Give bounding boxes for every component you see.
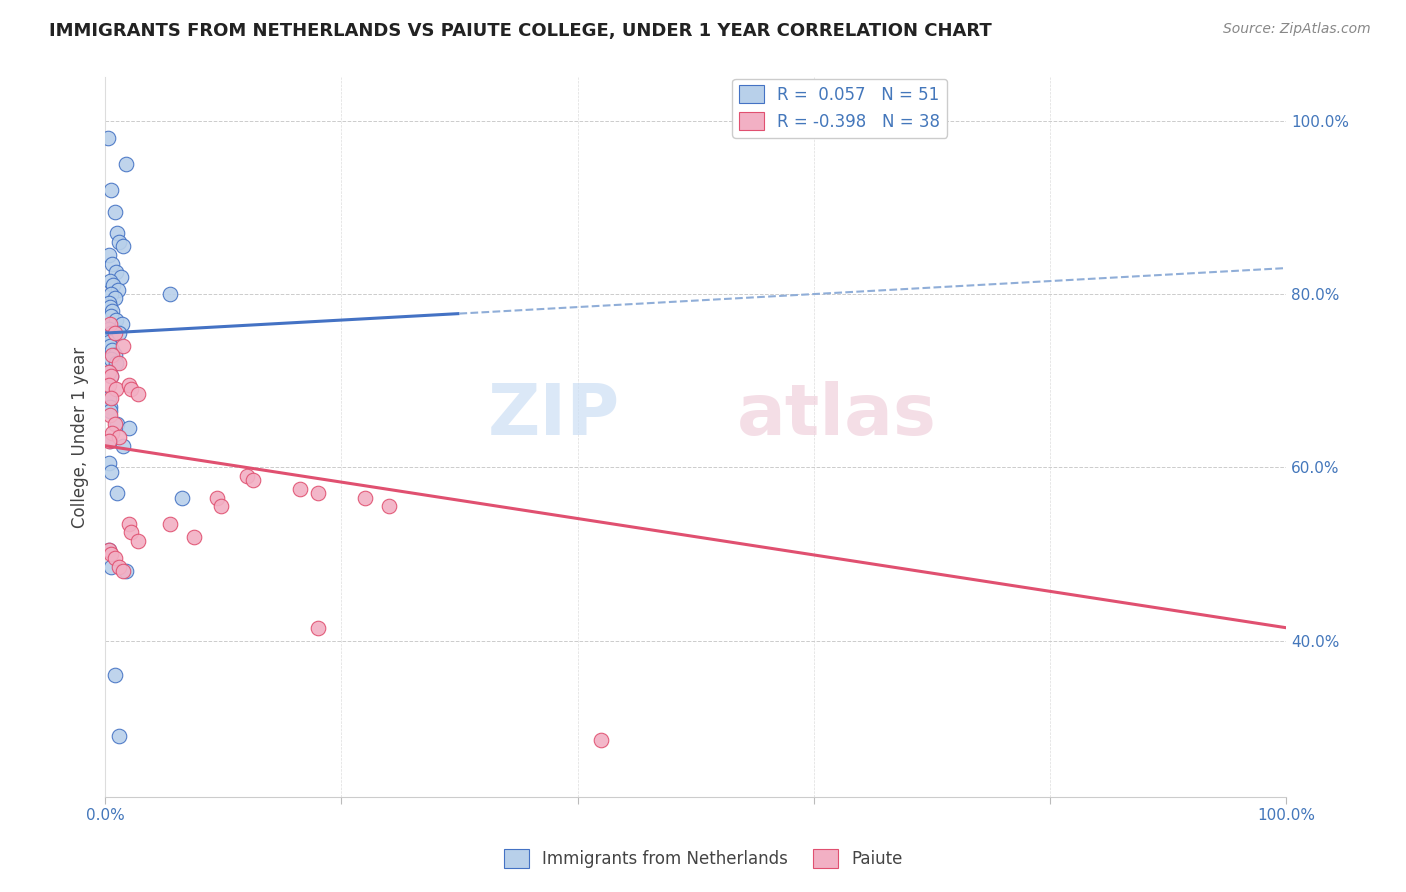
Point bbox=[100, 369, 122, 384]
Point bbox=[104, 383, 127, 397]
Point bbox=[111, 339, 134, 353]
Text: Source: ZipAtlas.com: Source: ZipAtlas.com bbox=[1223, 22, 1371, 37]
Point bbox=[105, 486, 128, 500]
Point bbox=[100, 560, 122, 574]
Point bbox=[108, 356, 131, 370]
Point bbox=[111, 318, 134, 332]
Point bbox=[100, 391, 122, 405]
Point bbox=[377, 500, 399, 514]
Point bbox=[591, 733, 613, 747]
Point bbox=[108, 235, 131, 249]
Point bbox=[98, 400, 121, 414]
Point bbox=[159, 516, 181, 531]
Point bbox=[108, 326, 131, 340]
Point bbox=[97, 334, 120, 349]
Point bbox=[97, 365, 120, 379]
Point bbox=[209, 500, 232, 514]
Point bbox=[104, 292, 127, 306]
Point bbox=[354, 491, 377, 505]
Point bbox=[236, 469, 259, 483]
Point bbox=[101, 348, 124, 362]
Point bbox=[107, 283, 129, 297]
Point bbox=[110, 269, 132, 284]
Point bbox=[98, 318, 121, 332]
Point bbox=[159, 287, 181, 301]
Point bbox=[100, 465, 122, 479]
Point bbox=[97, 378, 120, 392]
Point bbox=[127, 386, 149, 401]
Point bbox=[104, 551, 127, 566]
Point bbox=[97, 542, 120, 557]
Point bbox=[103, 278, 125, 293]
Text: IMMIGRANTS FROM NETHERLANDS VS PAIUTE COLLEGE, UNDER 1 YEAR CORRELATION CHART: IMMIGRANTS FROM NETHERLANDS VS PAIUTE CO… bbox=[49, 22, 993, 40]
Point bbox=[104, 265, 127, 279]
Point bbox=[111, 565, 134, 579]
Point bbox=[101, 343, 124, 358]
Point bbox=[97, 542, 120, 557]
Point bbox=[104, 204, 127, 219]
Point bbox=[183, 530, 205, 544]
Point bbox=[100, 547, 122, 561]
Point bbox=[97, 365, 120, 379]
Point bbox=[98, 300, 121, 314]
Point bbox=[100, 352, 122, 367]
Point bbox=[97, 131, 120, 145]
Point bbox=[104, 313, 127, 327]
Point bbox=[118, 516, 141, 531]
Point bbox=[101, 425, 124, 440]
Point bbox=[207, 491, 229, 505]
Point bbox=[105, 417, 128, 431]
Point bbox=[104, 668, 127, 682]
Text: ZIP: ZIP bbox=[488, 381, 620, 450]
Point bbox=[98, 409, 121, 423]
Point bbox=[108, 729, 131, 743]
Point bbox=[111, 239, 134, 253]
Point bbox=[127, 534, 149, 549]
Point bbox=[111, 439, 134, 453]
Point bbox=[98, 330, 121, 344]
Point bbox=[97, 322, 120, 336]
Point bbox=[100, 183, 122, 197]
Text: atlas: atlas bbox=[737, 381, 938, 450]
Point bbox=[98, 434, 121, 449]
Point bbox=[104, 417, 127, 431]
Y-axis label: College, Under 1 year: College, Under 1 year bbox=[72, 346, 89, 528]
Point bbox=[108, 560, 131, 574]
Point bbox=[100, 309, 122, 323]
Point bbox=[105, 227, 128, 241]
Point bbox=[100, 369, 122, 384]
Point bbox=[288, 482, 311, 496]
Point bbox=[115, 565, 138, 579]
Point bbox=[101, 257, 124, 271]
Point bbox=[97, 456, 120, 470]
Point bbox=[307, 621, 329, 635]
Point bbox=[104, 326, 127, 340]
Legend: R =  0.057   N = 51, R = -0.398   N = 38: R = 0.057 N = 51, R = -0.398 N = 38 bbox=[733, 78, 948, 137]
Point bbox=[104, 356, 127, 370]
Point bbox=[307, 486, 329, 500]
Point bbox=[98, 404, 121, 418]
Point bbox=[120, 525, 142, 540]
Point bbox=[98, 339, 121, 353]
Point bbox=[104, 348, 127, 362]
Point bbox=[100, 326, 122, 340]
Point bbox=[97, 295, 120, 310]
Point bbox=[97, 248, 120, 262]
Point bbox=[118, 378, 141, 392]
Legend: Immigrants from Netherlands, Paiute: Immigrants from Netherlands, Paiute bbox=[496, 843, 910, 875]
Point bbox=[242, 474, 264, 488]
Point bbox=[118, 421, 141, 435]
Point bbox=[120, 383, 142, 397]
Point bbox=[170, 491, 193, 505]
Point bbox=[97, 434, 120, 449]
Point bbox=[98, 274, 121, 288]
Point bbox=[101, 304, 124, 318]
Point bbox=[97, 391, 120, 405]
Point bbox=[100, 287, 122, 301]
Point bbox=[108, 430, 131, 444]
Point bbox=[115, 157, 138, 171]
